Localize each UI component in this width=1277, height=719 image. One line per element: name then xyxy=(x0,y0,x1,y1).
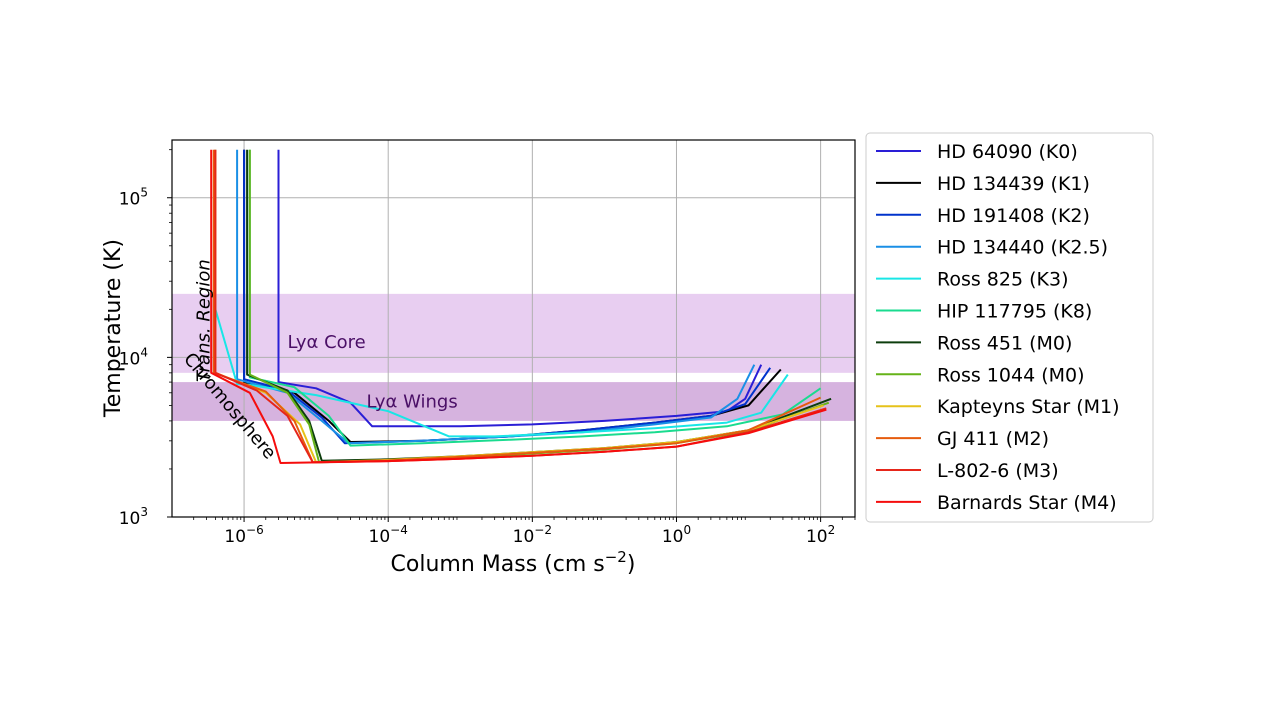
x-tick-label-4: 102 xyxy=(806,523,835,547)
x-axis-label-end: ) xyxy=(627,552,636,577)
series-line-5 xyxy=(248,149,822,447)
plot-frame xyxy=(171,139,856,518)
legend-box xyxy=(865,132,1154,523)
legend-label-5: HIP 117795 (K8) xyxy=(937,301,1092,323)
legend-label-0: HD 64090 (K0) xyxy=(937,141,1078,163)
x-tick-label-1: 10−4 xyxy=(369,523,408,547)
x-tick-label-0: 10−6 xyxy=(224,523,263,547)
legend-label-6: Ross 451 (M0) xyxy=(937,332,1072,354)
band-label-1: Lyα Wings xyxy=(367,391,458,412)
legend-label-3: HD 134440 (K2.5) xyxy=(937,237,1108,259)
band-label-0: Lyα Core xyxy=(287,332,365,353)
legend: HD 64090 (K0) HD 134439 (K1) HD 191408 (K2… xyxy=(865,132,1154,523)
series-layer xyxy=(210,149,832,464)
x-axis-label-exponent: −2 xyxy=(605,548,627,566)
legend-label-8: Kapteyns Star (M1) xyxy=(937,396,1120,418)
x-axis-label: Column Mass (cm s−2) xyxy=(391,548,636,577)
region-label-0: Trans. Region xyxy=(193,259,214,382)
legend-label-10: L-802-6 (M3) xyxy=(937,460,1059,482)
band-0 xyxy=(172,293,855,373)
y-tick-label-2: 105 xyxy=(119,186,148,210)
legend-label-4: Ross 825 (K3) xyxy=(937,269,1069,291)
x-tick-label-3: 100 xyxy=(662,523,691,547)
y-tick-label-1: 104 xyxy=(119,345,148,369)
legend-label-9: GJ 411 (M2) xyxy=(937,428,1049,450)
series-line-3 xyxy=(236,149,756,445)
legend-label-11: Barnards Star (M4) xyxy=(937,492,1117,514)
y-axis-label: Temperature (K) xyxy=(101,239,126,418)
legend-label-7: Ross 1044 (M0) xyxy=(937,364,1085,386)
legend-label-2: HD 191408 (K2) xyxy=(937,205,1090,227)
legend-label-1: HD 134439 (K1) xyxy=(937,173,1090,195)
series-line-11 xyxy=(210,149,827,464)
tick-layer: 10−6 10−4 10−2 100 102 103 104 105 xyxy=(119,149,856,547)
y-tick-label-0: 103 xyxy=(119,505,148,529)
x-tick-label-2: 10−2 xyxy=(513,523,552,547)
series-line-4 xyxy=(214,149,789,438)
